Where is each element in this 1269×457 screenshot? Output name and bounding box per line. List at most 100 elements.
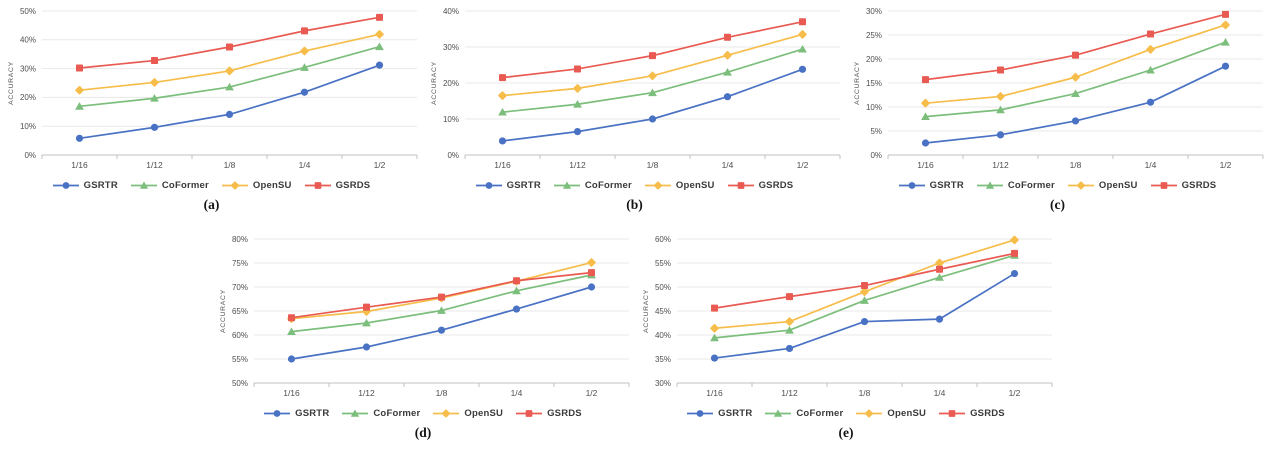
legend-marker (314, 182, 321, 189)
chart-a-plot-area: 0% 10% 20% 30% 40% 50% 1/16 1/12 1/8 1/4 1/2 ACCURA… (0, 0, 423, 176)
circle-icon (52, 182, 79, 189)
x-tick-label: 1/2 (1220, 160, 1232, 170)
y-tick-label: 0% (447, 151, 459, 160)
data-point-gsrtr (587, 283, 595, 291)
triangle-icon (130, 181, 157, 189)
triangle-icon (342, 409, 369, 417)
chart-e-legend: GSRTR CoFormer OpenSU GSRDS (687, 406, 1005, 421)
chart-d-plot-area: 50% 55% 60% 65% 70% 75% 80% 1/16 1/12 1/8 1/4 1/2 AC… (212, 228, 635, 404)
y-axis-title: ACCURACY (220, 289, 227, 333)
diamond-icon (856, 409, 883, 418)
x-tick-label: 1/16 (494, 160, 511, 170)
legend-item-opensu: OpenSU (221, 180, 292, 191)
x-tick-label: 1/16 (71, 160, 88, 170)
data-point-opensu (648, 71, 657, 81)
data-point-gsrds (1147, 30, 1154, 38)
data-point-gsrtr (75, 134, 84, 142)
x-tick-label: 1/12 (781, 388, 798, 398)
square-icon (516, 410, 543, 417)
legend-label: GSRTR (295, 408, 330, 419)
data-point-coformer (1221, 38, 1230, 46)
legend-marker (908, 182, 916, 189)
data-point-gsrds (935, 265, 943, 273)
y-tick-label: 40% (654, 331, 670, 340)
data-point-gsrds (376, 13, 383, 21)
data-point-gsrds (301, 27, 308, 35)
legend-label: CoFormer (161, 180, 209, 191)
x-tick-label: 1/4 (1145, 160, 1157, 170)
legend-label: GSRDS (758, 180, 794, 191)
y-tick-label: 75% (231, 259, 247, 268)
y-tick-label: 45% (654, 307, 670, 316)
chart-a: 0% 10% 20% 30% 40% 50% 1/16 1/12 1/8 1/4 1/2 ACCURA… (0, 0, 423, 228)
square-icon (939, 410, 966, 417)
x-tick-label: 1/12 (992, 160, 1009, 170)
x-tick-label: 1/4 (299, 160, 311, 170)
series-line-gsrds (925, 13, 1226, 81)
chart-e: 30% 35% 40% 45% 50% 55% 60% 1/16 1/12 1/8 1/4 1/2 AC… (635, 228, 1058, 456)
triangle-icon (553, 181, 580, 189)
legend-marker (485, 182, 493, 189)
data-point-coformer (436, 306, 446, 314)
data-point-gsrtr (1071, 117, 1080, 125)
figure-row-bottom: 50% 55% 60% 65% 70% 75% 80% 1/16 1/12 1/8 1/4 1/2 AC… (0, 228, 1269, 456)
figure-row-top: 0% 10% 20% 30% 40% 50% 1/16 1/12 1/8 1/4 1/2 ACCURA… (0, 0, 1269, 228)
y-tick-label: 50% (654, 283, 670, 292)
x-tick-label: 1/8 (224, 160, 236, 170)
data-point-gsrtr (860, 317, 868, 326)
legend-item-gsrds: GSRDS (516, 408, 582, 419)
triangle-icon (765, 409, 792, 417)
legend-item-gsrds: GSRDS (304, 180, 371, 191)
y-tick-label: 55% (231, 355, 247, 364)
y-tick-label: 20% (443, 79, 459, 88)
legend-item-gsrtr: GSRTR (264, 408, 329, 419)
legend-item-coformer: CoFormer (130, 180, 209, 191)
data-point-gsrds (1010, 249, 1018, 257)
y-tick-label: 0% (870, 151, 882, 160)
y-tick-label: 40% (20, 36, 36, 45)
legend-item-opensu: OpenSU (856, 408, 926, 419)
y-tick-label: 30% (866, 7, 882, 16)
chart-e-caption: (e) (838, 425, 854, 440)
data-point-gsrds (362, 303, 370, 311)
chart-b: 0% 10% 20% 30% 40% 1/16 1/12 1/8 1/4 1/2 ACCURACY … (423, 0, 846, 228)
y-tick-label: 80% (231, 235, 247, 244)
legend-label: GSRTR (718, 408, 753, 419)
diamond-icon (644, 181, 671, 190)
data-point-gsrds (724, 33, 731, 41)
data-point-coformer (150, 94, 159, 102)
legend-item-opensu: OpenSU (433, 408, 503, 419)
data-point-gsrds (151, 57, 158, 65)
data-point-gsrtr (996, 131, 1005, 139)
data-point-gsrds (785, 293, 793, 301)
x-tick-label: 1/8 (1070, 160, 1082, 170)
legend-item-gsrtr: GSRTR (52, 180, 118, 191)
data-point-opensu (1146, 45, 1155, 54)
data-point-gsrtr (1146, 98, 1155, 106)
data-point-gsrds (997, 66, 1004, 74)
data-point-gsrds (587, 269, 595, 277)
chart-b-caption: (b) (626, 197, 643, 212)
legend-label: GSRDS (970, 408, 1005, 419)
y-tick-label: 5% (870, 127, 882, 136)
data-point-opensu (375, 29, 384, 39)
data-point-opensu (934, 258, 944, 268)
y-tick-label: 25% (866, 31, 882, 40)
data-point-coformer (573, 100, 582, 108)
data-point-gsrds (512, 277, 520, 285)
legend-label: CoFormer (1007, 180, 1055, 191)
data-point-opensu (798, 30, 807, 39)
y-tick-label: 0% (24, 151, 36, 160)
chart-c-plot-area: 0% 5% 10% 15% 20% 25% 30% 1/16 1/12 1/8 1/4 1/2 ACCU… (846, 0, 1269, 176)
legend-item-gsrtr: GSRTR (475, 180, 541, 191)
data-point-opensu (859, 287, 869, 297)
data-point-coformer (784, 326, 794, 334)
square-icon (727, 182, 754, 189)
diamond-icon (1067, 181, 1094, 190)
circle-icon (264, 410, 291, 417)
legend-marker (139, 181, 149, 189)
data-point-gsrds (922, 76, 929, 84)
y-tick-label: 70% (231, 283, 247, 292)
legend-marker (985, 181, 995, 189)
chart-d-caption: (d) (414, 425, 432, 440)
